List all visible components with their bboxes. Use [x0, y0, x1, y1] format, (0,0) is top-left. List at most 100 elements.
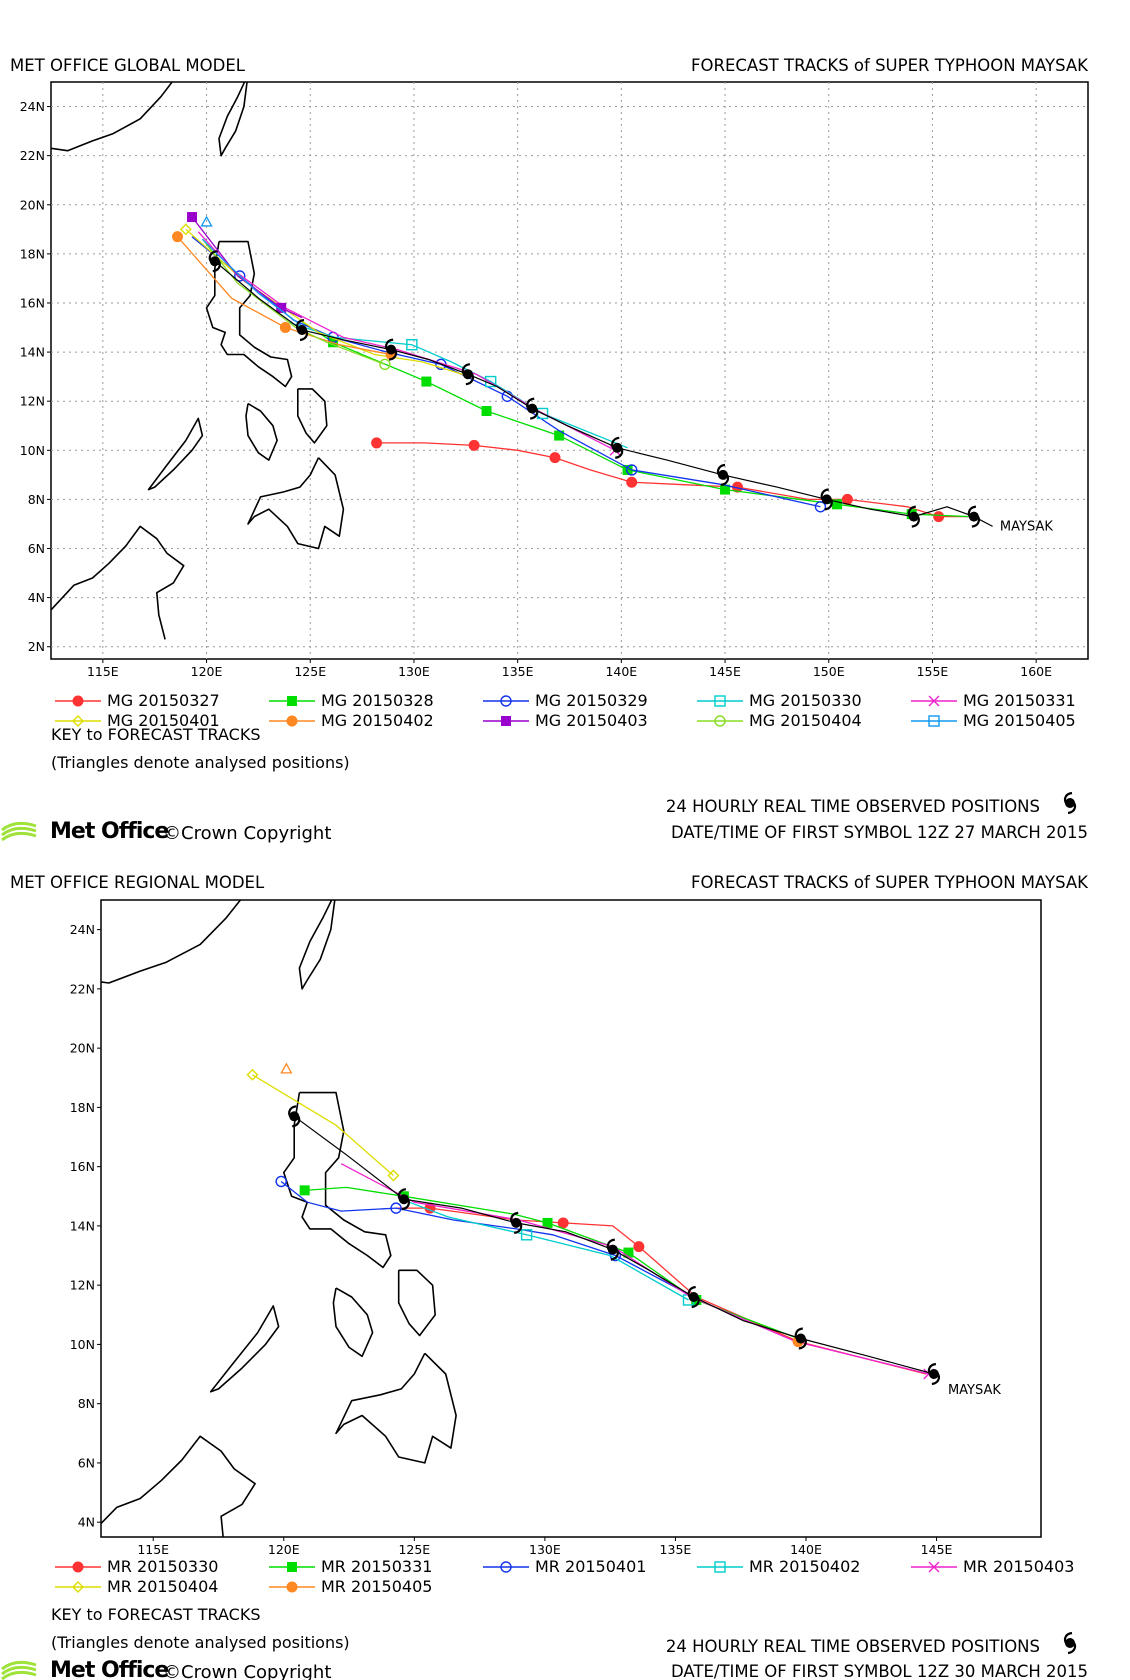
- met-office-logo-text: Met Office: [50, 819, 168, 844]
- regional-model-panel: MET OFFICE REGIONAL MODEL FORECAST TRACK…: [0, 873, 1089, 1680]
- legend-label: MR 20150331: [321, 1557, 432, 1576]
- track-mg-20150403: [187, 212, 303, 319]
- legend-item: MR 20150403: [911, 1557, 1074, 1576]
- coastlines: [101, 900, 457, 1537]
- track-point: [371, 437, 383, 449]
- track-point: [279, 322, 291, 334]
- track-point: [623, 1247, 634, 1258]
- y-tick-label: 14N: [70, 1218, 95, 1233]
- y-tick-label: 4N: [78, 1515, 95, 1530]
- coastline: [51, 82, 174, 152]
- first-symbol-datetime: DATE/TIME OF FIRST SYMBOL 12Z 30 MARCH 2…: [671, 1662, 1088, 1680]
- x-tick-label: 115E: [137, 1542, 169, 1557]
- legend-swatch-marker: [928, 1561, 940, 1573]
- legend-swatch-marker: [72, 1561, 84, 1573]
- legend-swatch-marker: [714, 715, 726, 727]
- key-title: KEY to FORECAST TRACKS: [51, 1605, 261, 1624]
- legend-item: MR 20150401: [483, 1557, 646, 1576]
- track-point: [626, 464, 638, 476]
- track-point: [554, 430, 565, 441]
- coastline: [335, 1352, 457, 1464]
- x-tick-label: 145E: [921, 1542, 953, 1557]
- observed-track: [208, 250, 993, 528]
- y-tick-label: 18N: [20, 246, 45, 261]
- legend: MG 20150327 MG 20150328 MG 20150329 MG 2015…: [55, 691, 1076, 730]
- legend-label: MG 20150328: [321, 691, 434, 710]
- legend-label: MG 20150331: [963, 691, 1076, 710]
- coastlines: [51, 82, 345, 640]
- track-point: [468, 439, 480, 451]
- analysed-position-marker: [200, 215, 213, 227]
- legend-swatch-marker: [714, 695, 726, 707]
- typhoon-symbol-icon: [1063, 791, 1077, 815]
- legend-label: MG 20150402: [321, 711, 434, 730]
- legend-label: MG 20150329: [535, 691, 648, 710]
- key-note: (Triangles denote analysed positions): [51, 1633, 350, 1652]
- track-point: [633, 1241, 645, 1253]
- y-tick-label: 8N: [78, 1396, 95, 1411]
- map-plot-area: MAYSAK 115E 120E 125E 130E 135E 140E 145E 150E 1…: [20, 81, 1089, 679]
- legend-item: MG 20150328: [269, 691, 434, 710]
- y-tick-label: 22N: [70, 981, 95, 996]
- legend-label: MR 20150330: [107, 1557, 218, 1576]
- legend-label: MG 20150401: [107, 711, 220, 730]
- key-title: KEY to FORECAST TRACKS: [51, 725, 261, 744]
- legend-label: MG 20150403: [535, 711, 648, 730]
- x-tick-label: 155E: [917, 664, 949, 679]
- coastline: [218, 82, 248, 157]
- y-tick-label: 4N: [28, 590, 45, 605]
- coastline: [147, 417, 204, 491]
- coastline: [101, 900, 242, 984]
- y-tick-label: 20N: [20, 197, 45, 212]
- track-mr-20150404: [246, 1068, 400, 1182]
- y-tick-label: 16N: [20, 295, 45, 310]
- legend-item: MR 20150404: [55, 1577, 218, 1596]
- legend-swatch-marker: [500, 1561, 512, 1573]
- y-tick-label: 22N: [20, 148, 45, 163]
- met-office-logo: Met Office: [0, 819, 169, 844]
- panel-header-right: FORECAST TRACKS of SUPER TYPHOON MAYSAK: [691, 56, 1089, 75]
- legend-swatch-marker: [72, 695, 84, 707]
- x-tick-label: 145E: [709, 664, 741, 679]
- y-tick-label: 18N: [70, 1100, 95, 1115]
- track-point: [390, 1202, 402, 1214]
- legend-item: MG 20150401: [55, 711, 220, 730]
- axis-ticks: 115E 120E 125E 130E 135E 140E 145E 4N 6N 8N 10N 12N…: [70, 922, 953, 1557]
- track-line: [280, 1180, 695, 1298]
- coastline: [51, 525, 185, 640]
- x-tick-label: 140E: [790, 1542, 822, 1557]
- legend-item: MR 20150330: [55, 1557, 218, 1576]
- legend-swatch-marker: [501, 716, 511, 726]
- legend-item: MG 20150327: [55, 691, 220, 710]
- legend-label: MR 20150404: [107, 1577, 218, 1596]
- legend-swatch-marker: [714, 1561, 726, 1573]
- track-point: [626, 476, 638, 488]
- x-tick-label: 125E: [398, 1542, 430, 1557]
- track-point: [933, 511, 945, 523]
- legend-swatch-marker: [72, 715, 84, 727]
- x-tick-label: 130E: [529, 1542, 561, 1557]
- coastline: [297, 388, 328, 444]
- track-point: [299, 1185, 310, 1196]
- track-point: [814, 501, 827, 513]
- panel-header-left: MET OFFICE GLOBAL MODEL: [10, 56, 246, 75]
- x-tick-label: 120E: [191, 664, 223, 679]
- legend-swatch-marker: [928, 715, 940, 727]
- copyright: ©Crown Copyright: [163, 823, 331, 844]
- y-tick-label: 8N: [28, 492, 45, 507]
- coastline: [205, 240, 293, 388]
- x-tick-label: 135E: [502, 664, 534, 679]
- coastline: [332, 1287, 374, 1358]
- legend-swatch-marker: [287, 696, 297, 706]
- track-point: [481, 406, 492, 417]
- coastline: [101, 1435, 256, 1537]
- track-point: [387, 1169, 400, 1182]
- y-tick-label: 6N: [28, 541, 45, 556]
- y-tick-label: 10N: [20, 443, 45, 458]
- legend-swatch-marker: [287, 1562, 297, 1572]
- y-tick-label: 16N: [70, 1159, 95, 1174]
- track-line: [252, 1074, 394, 1176]
- panel-header-right: FORECAST TRACKS of SUPER TYPHOON MAYSAK: [691, 873, 1089, 892]
- x-tick-label: 120E: [268, 1542, 300, 1557]
